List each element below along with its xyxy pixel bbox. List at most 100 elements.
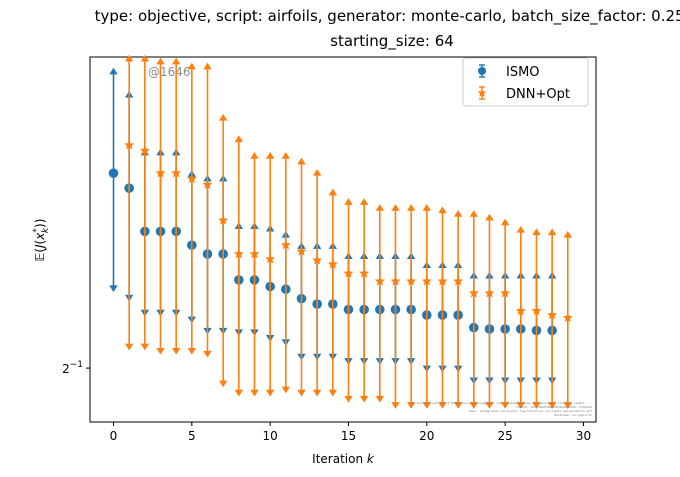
data-point [186,173,197,184]
plot-area [89,56,597,423]
data-point [108,168,119,178]
error-cap-upper [109,67,118,75]
error-cap-upper [547,228,557,236]
error-cap-lower [406,402,416,409]
error-cap-lower [469,402,479,409]
error-cap-upper [359,198,369,205]
data-point [515,305,526,316]
error-cap-upper [422,204,432,211]
footnote-line: By Kjetil Olsen Lye @ ETHZ <kjetil.o.lye… [411,401,592,405]
error-cap-upper [516,225,526,233]
series-dnn-opt [124,54,573,409]
data-point [343,268,354,278]
error-cap-lower [500,402,510,409]
error-cap-upper [218,113,228,121]
data-point [249,248,260,259]
error-cap-upper [375,204,385,211]
error-cap-lower [375,395,385,403]
y-axis-ticks: 2−1 [62,360,90,376]
data-point [312,255,323,265]
data-point [139,145,150,155]
legend-label: ISMO [506,65,540,80]
iteration-annotation: @1646 [148,65,191,79]
data-point [421,276,432,286]
data-point [233,248,244,259]
error-cap-lower [297,389,306,397]
data-point [296,246,307,256]
x-tick-label: 5 [188,429,196,443]
error-cap-lower [422,402,432,409]
data-point [202,179,213,189]
error-cap-upper [344,198,353,205]
error-cap-upper [485,213,494,221]
data-point [500,288,511,298]
data-point [437,276,448,286]
error-cap-upper [469,210,479,217]
legend-circle-icon [478,67,486,75]
error-cap-upper [234,135,244,143]
legend-item-ismo: ISMO [478,64,540,80]
error-cap-upper [203,62,212,70]
error-cap-upper [438,206,447,214]
error-cap-lower [359,395,369,403]
data-series [108,54,573,409]
error-cap-lower [171,347,181,355]
footnote-line: Commit: 16d134b0f0ee09bf0e4b2b0e5..a7543… [516,405,592,409]
error-cap-upper [406,204,416,211]
error-cap-upper [453,210,463,217]
error-cap-lower [218,380,228,388]
error-cap-lower [438,402,447,409]
error-cap-upper [171,57,181,65]
error-cap-lower [156,347,165,355]
error-cap-lower [250,389,259,397]
x-tick-label: 15 [341,429,356,443]
error-cap-lower [234,389,244,397]
error-cap-lower [532,402,541,409]
x-axis-label: Iteration k [312,452,375,466]
error-cap-upper [532,228,541,236]
svg-text:𝔼(J(x*k)): 𝔼(J(x*k)) [32,219,51,262]
error-cap-upper [328,188,338,196]
y-tick-label: 2−1 [62,360,83,376]
legend-box [462,57,589,107]
error-cap-lower [187,347,197,355]
x-tick-label: 10 [263,429,278,443]
error-cap-lower [265,389,275,397]
data-point [453,276,464,286]
error-cap-upper [265,152,275,159]
error-cap-upper [281,152,291,159]
error-cap-lower [453,402,463,409]
x-tick-label: 25 [497,429,512,443]
chart-title-line-1: type: objective, script: airfoils, gener… [95,7,680,26]
error-cap-upper [312,168,322,176]
footnote-line: Hostname: eu-login-27 [554,413,592,417]
error-cap-lower [485,402,494,409]
legend-label: DNN+Opt [506,87,570,102]
error-cap-lower [391,402,400,409]
x-axis-ticks: 0 5 10 15 20 25 30 [110,422,591,443]
x-tick-label: 20 [419,429,434,443]
y-axis-label: 𝔼(J(x*k)) [32,219,51,262]
error-cap-upper [563,230,573,238]
error-cap-upper [391,204,400,211]
legend: ISMO DNN+Opt [462,57,589,107]
footnote-line: Repo: git@github.com:kjetil-lye/iterativ… [469,409,592,413]
error-cap-lower [281,386,291,394]
footnote: By Kjetil Olsen Lye @ ETHZ <kjetil.o.lye… [411,401,592,417]
data-point [327,259,338,269]
data-point [374,276,385,286]
data-point [390,276,401,286]
error-cap-lower [109,285,118,293]
data-point [171,167,182,178]
data-point [484,288,495,298]
x-tick-label: 0 [110,429,118,443]
data-point [124,139,135,150]
legend-star-icon [477,88,487,97]
error-cap-lower [328,389,338,397]
error-cap-upper [187,62,197,70]
error-cap-lower [124,343,134,351]
legend-item-dnn-opt: DNN+Opt [477,86,570,102]
error-cap-lower [547,402,557,409]
error-cap-lower [563,402,573,409]
